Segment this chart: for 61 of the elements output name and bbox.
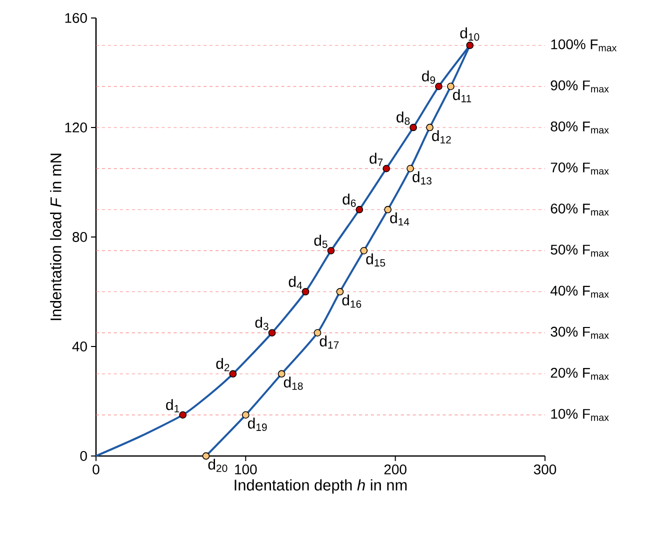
y-axis-title: Indentation load F in mN (50, 154, 62, 320)
annotation: d$_{10}$ (460, 27, 480, 41)
annotation: d$_{12}$ (432, 130, 451, 144)
ref-line-label: 100% F$_{max}$ (551, 39, 617, 52)
annotation: d$_{2}$ (216, 358, 230, 372)
ref-line-label: 70% F$_{max}$ (550, 162, 609, 175)
point (314, 329, 322, 336)
point (360, 247, 368, 254)
point (410, 124, 417, 132)
point (336, 288, 344, 296)
x-tick-label: 100 (235, 464, 257, 474)
y-tick-label: 40 (72, 342, 87, 352)
point (406, 164, 414, 172)
point (426, 124, 434, 132)
point (384, 206, 392, 214)
point (268, 329, 276, 336)
annotation: d$_{20}$ (208, 458, 228, 472)
ref-line-label: 60% F$_{max}$ (550, 204, 609, 216)
point (435, 82, 442, 90)
x-tick-label: 300 (534, 464, 556, 474)
x-axis-title: Indentation depth h in nm (234, 479, 407, 494)
annotation: d$_{11}$ (453, 89, 472, 102)
point (278, 370, 286, 378)
annotation: d$_{19}$ (248, 418, 267, 431)
point (447, 82, 454, 90)
point (466, 42, 474, 50)
annotation: d$_{7}$ (370, 152, 383, 166)
ref-line-label: 90% F$_{max}$ (550, 80, 609, 92)
point (382, 164, 390, 172)
annotation: d$_{15}$ (366, 253, 386, 267)
point (202, 452, 210, 460)
annotation: d$_{18}$ (284, 376, 303, 390)
x-tick-label: 0 (92, 464, 100, 474)
ref-line-label: 40% F$_{max}$ (550, 286, 609, 298)
annotation: d$_{13}$ (412, 171, 432, 185)
y-tick-label: 0 (80, 451, 87, 461)
point (179, 411, 186, 419)
annotation: d$_{17}$ (320, 336, 339, 349)
ref-line-label: 80% F$_{max}$ (550, 121, 609, 134)
ref-line-label: 10% F$_{max}$ (551, 408, 609, 421)
annotation: d$_{16}$ (342, 294, 362, 308)
y-tick-label: 160 (65, 13, 87, 23)
x-tick-label: 200 (384, 464, 406, 474)
annotation: d$_{1}$ (166, 399, 180, 412)
point (229, 370, 237, 378)
ref-line-label: 30% F$_{max}$ (550, 326, 609, 339)
annotation: d$_{4}$ (288, 276, 302, 290)
ref-line-label: 20% F$_{max}$ (550, 368, 609, 380)
annotation: d$_{3}$ (255, 316, 268, 330)
point (302, 288, 310, 296)
annotation: d$_{6}$ (342, 194, 356, 207)
ref-line-label: 50% F$_{max}$ (550, 244, 609, 257)
point (327, 247, 335, 254)
y-tick-label: 80 (72, 232, 87, 242)
y-tick-label: 120 (65, 122, 87, 132)
point (356, 206, 364, 214)
annotation: d$_{9}$ (422, 70, 436, 84)
annotation: d$_{5}$ (314, 234, 328, 248)
annotation: d$_{14}$ (390, 212, 410, 226)
annotation: d$_{8}$ (396, 112, 410, 125)
point (242, 411, 250, 419)
